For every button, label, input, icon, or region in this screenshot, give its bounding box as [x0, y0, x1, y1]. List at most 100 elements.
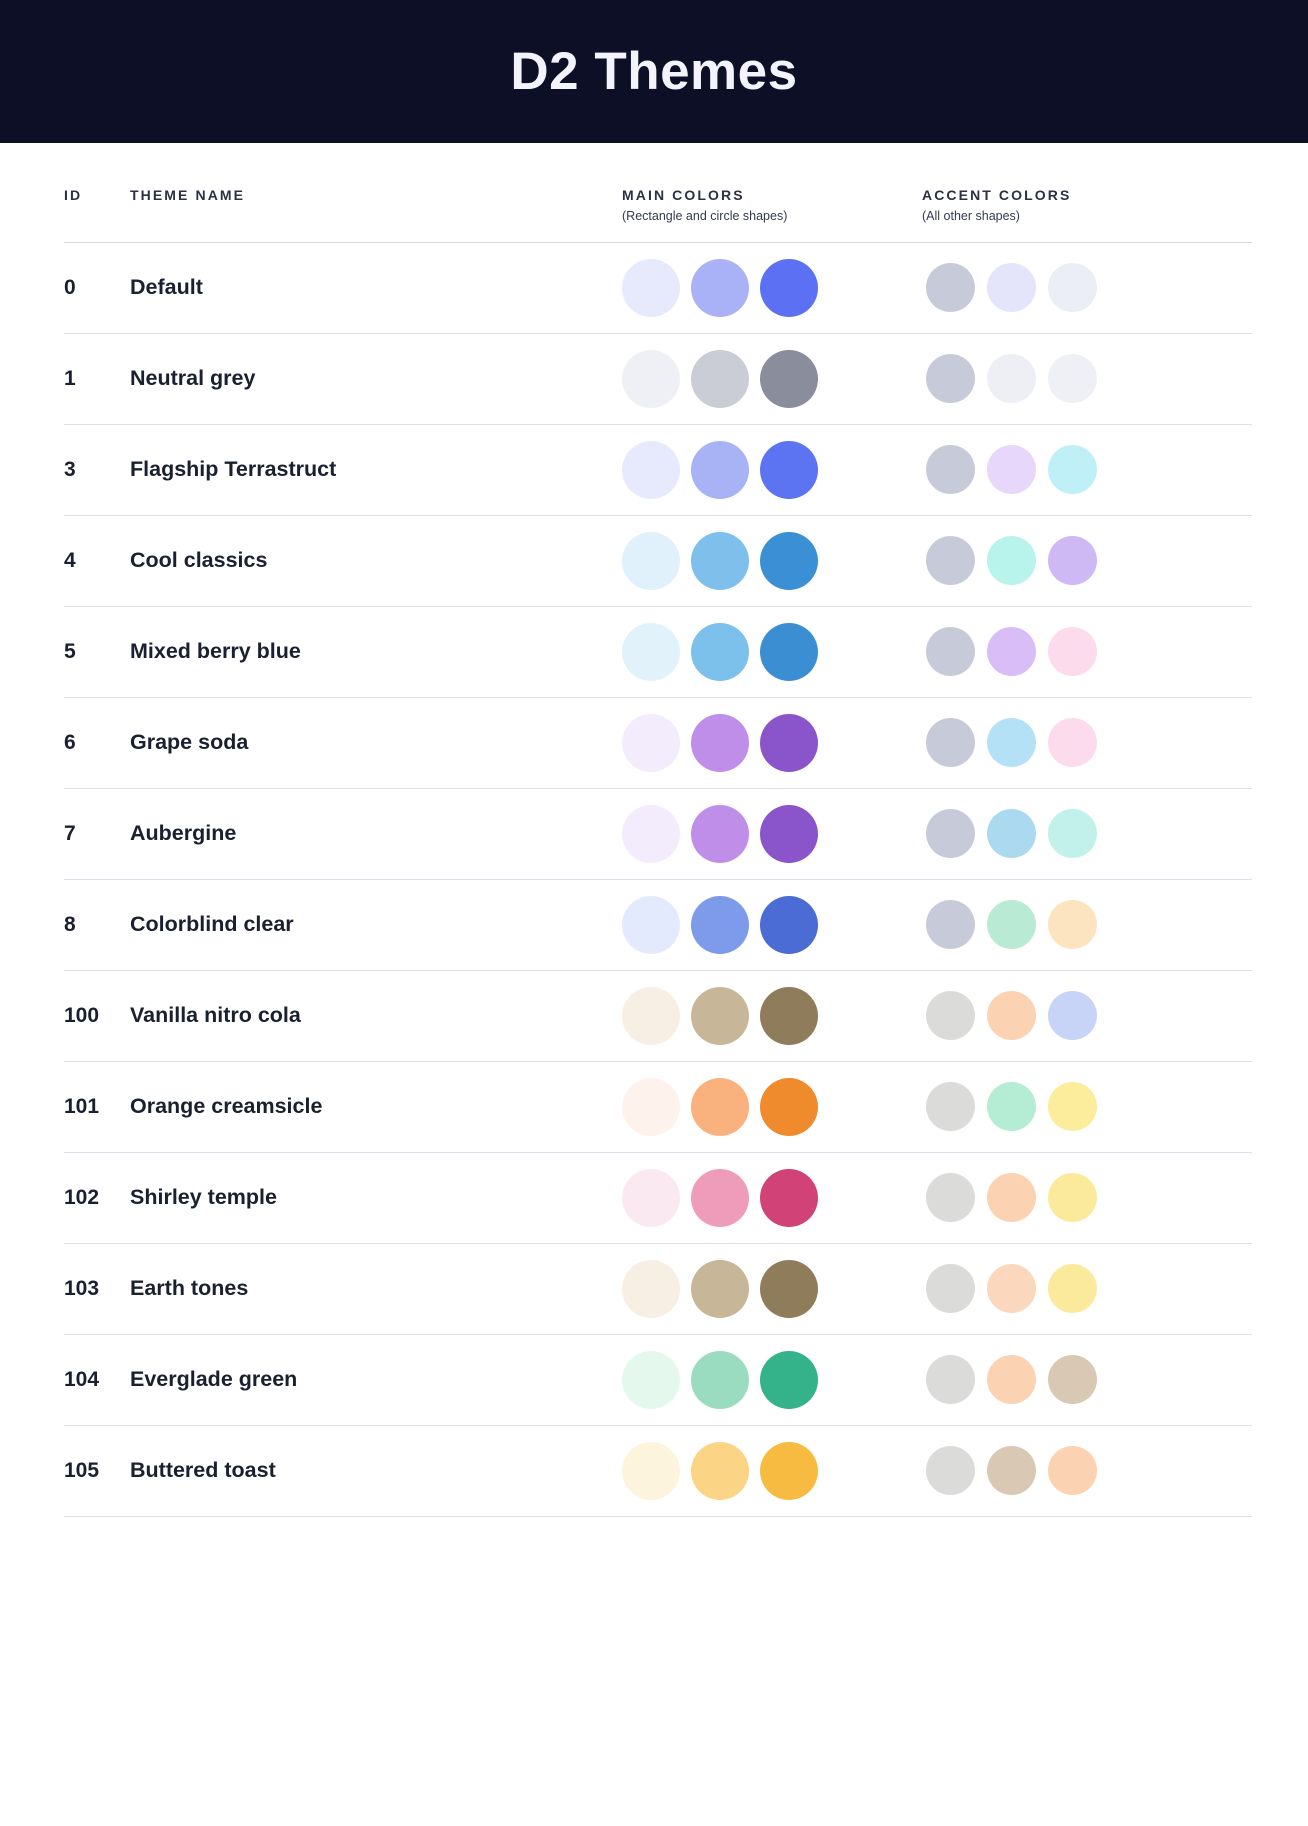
main-color-swatch[interactable]	[691, 1077, 749, 1136]
main-color-swatch[interactable]	[691, 531, 749, 590]
accent-colors-cell	[922, 1425, 1252, 1517]
main-color-swatch[interactable]	[760, 440, 818, 499]
accent-color-swatch[interactable]	[987, 1446, 1036, 1496]
accent-color-swatch[interactable]	[926, 627, 975, 677]
main-color-swatch[interactable]	[760, 531, 818, 590]
accent-color-swatch[interactable]	[1048, 1446, 1097, 1496]
main-color-swatch[interactable]	[760, 1168, 818, 1227]
main-color-swatch[interactable]	[622, 713, 680, 772]
accent-color-swatch[interactable]	[987, 627, 1036, 677]
table-row[interactable]: 7 Aubergine	[64, 788, 1252, 880]
accent-color-swatch[interactable]	[987, 354, 1036, 404]
main-color-swatch[interactable]	[622, 804, 680, 863]
accent-color-swatch[interactable]	[1048, 627, 1097, 677]
main-color-swatch[interactable]	[760, 1441, 818, 1500]
main-color-swatch[interactable]	[622, 622, 680, 681]
main-color-swatch[interactable]	[691, 1350, 749, 1409]
accent-color-swatch[interactable]	[926, 718, 975, 768]
table-row[interactable]: 1 Neutral grey	[64, 333, 1252, 425]
accent-color-swatch[interactable]	[926, 536, 975, 586]
accent-color-swatch[interactable]	[987, 263, 1036, 313]
accent-color-swatch[interactable]	[926, 809, 975, 859]
table-row[interactable]: 4 Cool classics	[64, 515, 1252, 607]
table-row[interactable]: 6 Grape soda	[64, 697, 1252, 789]
accent-color-swatch[interactable]	[1048, 263, 1097, 313]
table-row[interactable]: 0 Default	[64, 242, 1252, 334]
accent-color-swatch[interactable]	[926, 991, 975, 1041]
accent-color-swatch[interactable]	[987, 991, 1036, 1041]
accent-color-swatch[interactable]	[987, 1355, 1036, 1405]
main-color-swatch[interactable]	[760, 1350, 818, 1409]
main-color-swatch[interactable]	[691, 258, 749, 317]
accent-color-swatch[interactable]	[987, 900, 1036, 950]
main-color-swatch[interactable]	[760, 1259, 818, 1318]
accent-color-swatch[interactable]	[1048, 900, 1097, 950]
main-color-swatch[interactable]	[760, 986, 818, 1045]
accent-color-swatch[interactable]	[926, 354, 975, 404]
accent-color-swatch[interactable]	[1048, 991, 1097, 1041]
main-color-swatch[interactable]	[622, 531, 680, 590]
accent-color-swatch[interactable]	[926, 1355, 975, 1405]
main-color-swatch[interactable]	[622, 258, 680, 317]
table-row[interactable]: 5 Mixed berry blue	[64, 606, 1252, 698]
accent-color-swatch[interactable]	[987, 809, 1036, 859]
main-color-swatch[interactable]	[622, 349, 680, 408]
accent-color-swatch[interactable]	[926, 445, 975, 495]
accent-color-swatch[interactable]	[1048, 718, 1097, 768]
main-color-swatch[interactable]	[622, 1168, 680, 1227]
main-color-swatch[interactable]	[760, 1077, 818, 1136]
main-color-swatch[interactable]	[691, 622, 749, 681]
main-color-swatch[interactable]	[622, 440, 680, 499]
accent-color-swatch[interactable]	[987, 718, 1036, 768]
accent-color-swatch[interactable]	[987, 1173, 1036, 1223]
table-row[interactable]: 104 Everglade green	[64, 1334, 1252, 1426]
table-row[interactable]: 100 Vanilla nitro cola	[64, 970, 1252, 1062]
main-color-swatch[interactable]	[622, 895, 680, 954]
main-color-swatch[interactable]	[691, 1441, 749, 1500]
accent-color-swatch[interactable]	[1048, 809, 1097, 859]
main-color-swatch[interactable]	[622, 986, 680, 1045]
accent-color-swatch[interactable]	[1048, 445, 1097, 495]
table-row[interactable]: 8 Colorblind clear	[64, 879, 1252, 971]
accent-color-swatch[interactable]	[926, 1173, 975, 1223]
main-color-swatch[interactable]	[691, 1259, 749, 1318]
main-color-swatch[interactable]	[622, 1350, 680, 1409]
accent-color-swatch[interactable]	[1048, 354, 1097, 404]
accent-color-swatch[interactable]	[1048, 1173, 1097, 1223]
main-color-swatch[interactable]	[760, 622, 818, 681]
accent-color-swatch[interactable]	[987, 1082, 1036, 1132]
accent-color-swatch[interactable]	[1048, 1082, 1097, 1132]
table-row[interactable]: 105 Buttered toast	[64, 1425, 1252, 1517]
main-color-swatch[interactable]	[691, 804, 749, 863]
main-color-swatch[interactable]	[691, 349, 749, 408]
main-color-swatch[interactable]	[760, 713, 818, 772]
accent-color-swatch[interactable]	[926, 263, 975, 313]
main-color-swatch[interactable]	[691, 1168, 749, 1227]
main-color-swatch[interactable]	[760, 258, 818, 317]
main-color-swatch[interactable]	[760, 895, 818, 954]
main-color-swatch[interactable]	[622, 1441, 680, 1500]
accent-color-swatch[interactable]	[987, 536, 1036, 586]
accent-color-swatch[interactable]	[926, 1082, 975, 1132]
accent-color-swatch[interactable]	[926, 1446, 975, 1496]
accent-color-swatch[interactable]	[1048, 1264, 1097, 1314]
main-color-swatch[interactable]	[760, 349, 818, 408]
accent-color-swatch[interactable]	[987, 445, 1036, 495]
main-color-swatch[interactable]	[691, 895, 749, 954]
accent-color-swatch[interactable]	[926, 1264, 975, 1314]
main-color-swatch[interactable]	[622, 1259, 680, 1318]
table-row[interactable]: 102 Shirley temple	[64, 1152, 1252, 1244]
main-color-swatch[interactable]	[760, 804, 818, 863]
accent-color-swatch[interactable]	[987, 1264, 1036, 1314]
main-color-swatch[interactable]	[622, 1077, 680, 1136]
main-color-swatch[interactable]	[691, 986, 749, 1045]
accent-color-swatch[interactable]	[1048, 1355, 1097, 1405]
main-color-swatch[interactable]	[691, 440, 749, 499]
table-row[interactable]: 101 Orange creamsicle	[64, 1061, 1252, 1153]
main-color-swatch[interactable]	[691, 713, 749, 772]
accent-color-swatch[interactable]	[1048, 536, 1097, 586]
table-row[interactable]: 3 Flagship Terrastruct	[64, 424, 1252, 516]
column-header-main-colors: MAIN COLORS (Rectangle and circle shapes…	[622, 187, 922, 243]
table-row[interactable]: 103 Earth tones	[64, 1243, 1252, 1335]
accent-color-swatch[interactable]	[926, 900, 975, 950]
